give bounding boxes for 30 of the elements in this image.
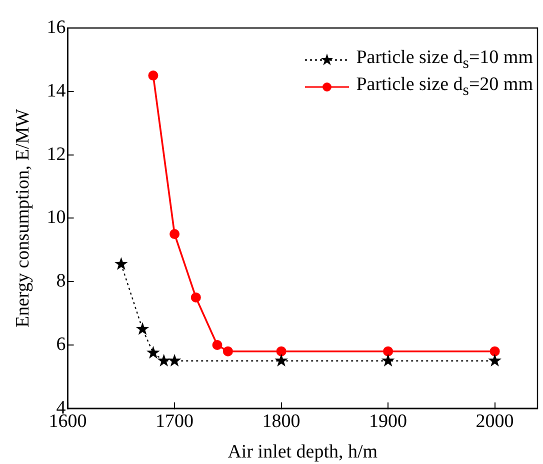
point bbox=[276, 346, 286, 356]
point bbox=[146, 346, 160, 359]
point bbox=[190, 292, 201, 302]
x-tick-label: 1700 bbox=[156, 410, 194, 432]
y-tick-label: 14 bbox=[46, 80, 66, 102]
legend-label: Particle size d$_{s}$=10 mm bbox=[356, 46, 533, 72]
point bbox=[168, 354, 182, 367]
y-tick-label: 10 bbox=[46, 207, 66, 228]
point bbox=[490, 346, 500, 356]
point bbox=[136, 322, 150, 335]
point bbox=[274, 354, 288, 367]
y-tick-label: 6 bbox=[56, 334, 66, 355]
point bbox=[383, 346, 394, 356]
x-tick-label: 2000 bbox=[476, 410, 514, 432]
y-tick-label: 8 bbox=[56, 270, 66, 292]
point bbox=[381, 354, 395, 367]
point bbox=[222, 346, 233, 356]
legend-label: Particle size d$_{s}$=20 mm bbox=[356, 74, 533, 100]
y-tick-label: 16 bbox=[46, 16, 66, 38]
point bbox=[170, 229, 180, 240]
point bbox=[148, 70, 158, 81]
point bbox=[114, 257, 128, 270]
point bbox=[488, 354, 502, 367]
point bbox=[157, 354, 171, 367]
point bbox=[212, 340, 222, 350]
x-axis-title: Air inlet depth, h/m bbox=[228, 442, 378, 463]
x-tick-label: 1800 bbox=[262, 410, 300, 432]
x-tick-label: 1900 bbox=[369, 410, 408, 432]
y-tick-label: 12 bbox=[46, 144, 66, 165]
y-axis-title: Energy consumption, E/MW bbox=[12, 108, 34, 328]
